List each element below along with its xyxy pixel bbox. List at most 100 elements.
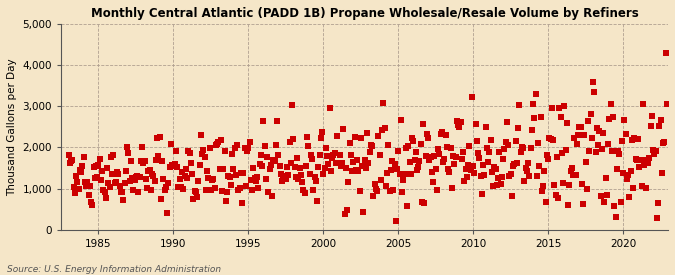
Point [298,187,308,192]
Point [373,134,383,138]
Point [165,141,176,146]
Point [631,158,642,163]
Point [174,177,185,181]
Point [237,200,248,205]
Point [152,136,163,140]
Point [126,159,136,164]
Point [502,120,512,124]
Point [469,171,480,175]
Point [211,142,221,147]
Point [178,187,189,192]
Point [228,167,239,172]
Point [450,154,461,159]
Point [563,203,574,207]
Point [137,144,148,149]
Point [108,153,119,158]
Point [101,196,111,200]
Point [538,183,549,188]
Point [493,175,504,180]
Point [128,188,139,192]
Point [384,189,395,194]
Point [300,164,311,168]
Point [157,159,167,164]
Point [202,169,213,173]
Point [437,130,448,134]
Point [325,169,336,173]
Point [513,126,524,130]
Point [550,193,561,197]
Point [196,133,207,137]
Point [287,103,298,108]
Point [96,177,107,182]
Point [610,214,621,219]
Point [250,178,261,183]
Point [566,166,577,170]
Point [662,102,672,106]
Point [441,144,452,149]
Point [570,172,581,177]
Point [439,156,450,161]
Point [428,180,439,184]
Point [448,154,458,158]
Point [362,130,373,135]
Point [161,185,171,189]
Point [431,188,442,192]
Point [584,149,595,153]
Point [180,166,191,171]
Point [499,147,510,151]
Point [296,172,306,177]
Point [182,175,192,180]
Point [456,120,466,124]
Point [648,148,659,153]
Point [522,160,533,165]
Point [528,102,539,106]
Point [387,159,398,163]
Point [415,142,426,146]
Point [372,188,383,193]
Point [63,152,74,157]
Point [198,148,209,153]
Point [374,153,385,157]
Point [323,162,333,166]
Point [333,161,344,165]
Point [356,163,367,168]
Point [249,176,260,180]
Point [364,149,375,154]
Point [164,165,175,169]
Point [304,172,315,176]
Point [554,106,565,110]
Point [388,188,399,192]
Point [580,160,591,164]
Point [339,212,350,217]
Point [649,152,659,156]
Point [142,186,153,190]
Point [579,133,590,137]
Point [248,166,259,170]
Point [392,167,402,172]
Point [340,166,351,170]
Point [214,167,225,172]
Point [103,181,114,185]
Point [464,143,475,148]
Point [531,174,542,178]
Point [280,177,291,181]
Point [614,152,625,156]
Point [331,134,342,139]
Point [565,169,576,174]
Point [319,166,330,170]
Point [80,180,90,184]
Point [518,146,529,150]
Point [377,128,387,132]
Point [500,140,511,144]
Point [117,190,128,194]
Point [443,167,454,171]
Point [218,167,229,171]
Point [168,164,179,169]
Point [381,170,392,175]
Point [347,169,358,173]
Point [539,169,550,174]
Point [593,142,603,147]
Point [634,165,645,169]
Point [440,133,451,138]
Point [86,200,97,204]
